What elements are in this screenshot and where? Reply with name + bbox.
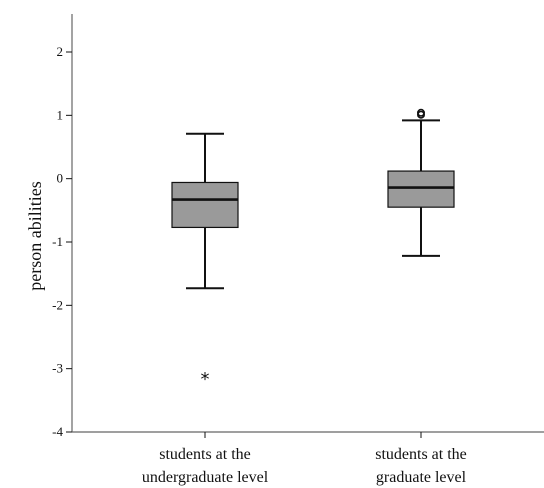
- y-axis-title: person abilities: [25, 181, 45, 290]
- y-tick-label: -4: [52, 424, 63, 439]
- iqr-box: [171, 181, 239, 229]
- y-tick-label: 1: [57, 107, 64, 122]
- iqr-box: [387, 170, 455, 208]
- y-tick-label: 0: [57, 171, 64, 186]
- x-tick-label: undergraduate level: [142, 469, 269, 486]
- extreme-point: *: [201, 369, 210, 390]
- y-tick-label: -1: [52, 234, 63, 249]
- y-tick-label: -2: [52, 297, 63, 312]
- x-tick-label: students at the: [159, 446, 251, 463]
- x-tick-label: students at the: [375, 446, 467, 463]
- y-tick-label: 2: [57, 44, 64, 59]
- y-tick-label: -3: [52, 361, 63, 376]
- outlier-point: [416, 108, 425, 117]
- x-tick-label: graduate level: [376, 469, 467, 486]
